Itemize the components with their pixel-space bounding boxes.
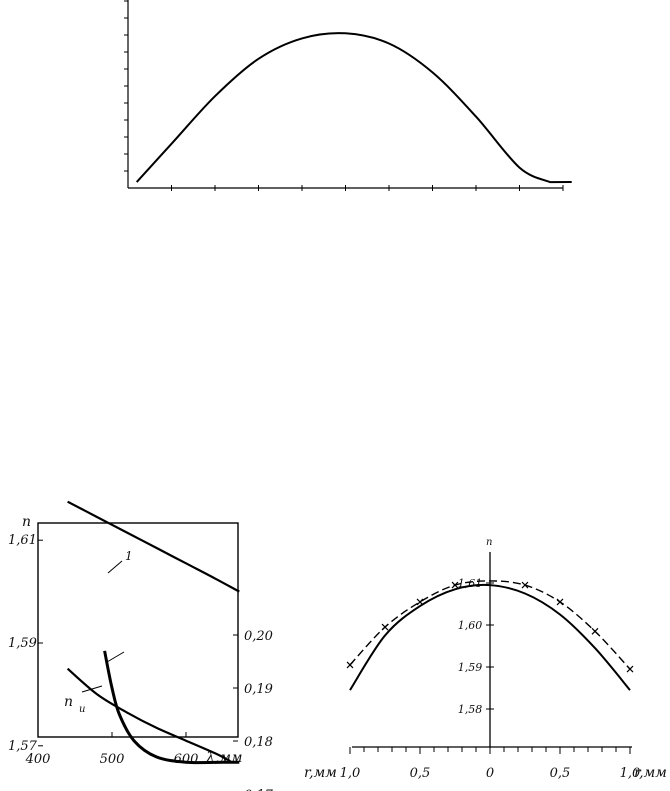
top-chart-x-ticks [171, 185, 564, 191]
dispersion-series-u-line [103, 650, 240, 765]
radial-y-tick-label: 1,60 [458, 619, 483, 632]
radial-profile-chart: n 1,0 0,5 0 0,5 1,0 1,611,601,591,58 r,мм r,… [304, 537, 667, 781]
radial-chart-x-label-left: r,мм [304, 765, 337, 781]
dispersion-x-tick-label: 400 [25, 752, 51, 767]
radial-x-marker [346, 661, 354, 669]
dispersion-y-tick-label-right: 0,18 [244, 735, 273, 750]
dispersion-series-nu-line [66, 667, 231, 763]
radial-chart-y-label: n [486, 537, 492, 548]
dispersion-chart-y-ticks-left: 1,61 1,59 1,57 [8, 533, 43, 754]
dispersion-y-tick-label-right: 0,20 [244, 629, 273, 644]
series-1-leader-line [107, 560, 123, 574]
top-chart-series-line [135, 32, 572, 184]
dispersion-y-tick-label-left: 1,61 [8, 533, 37, 548]
radial-chart-x-label-right: r,мм [634, 765, 667, 781]
radial-series-dashed-line [349, 580, 631, 670]
radial-chart-y-ticks: 1,611,601,591,58 [458, 577, 494, 716]
dispersion-series-1-line [67, 500, 240, 593]
radial-x-marker [381, 623, 389, 631]
radial-x-tick-label: 1,0 [340, 766, 361, 781]
dispersion-chart-frame [37, 522, 239, 738]
dispersion-y-tick-label-right: 0,17 [244, 788, 274, 791]
series-nu-annotation: n [64, 694, 73, 710]
dispersion-x-tick-label: 500 [100, 752, 125, 767]
dispersion-x-tick-label: 600 [174, 752, 199, 767]
radial-x-tick-label: 0,5 [550, 766, 571, 781]
dispersion-y-tick-label-left: 1,57 [8, 739, 38, 754]
series-nu-leader-line [81, 685, 103, 693]
top-chart-y-ticks [124, 0, 128, 172]
radial-y-tick-label: 1,59 [458, 661, 483, 674]
radial-x-marker [626, 665, 634, 673]
radial-chart-x-ticks: 1,0 0,5 0 0,5 1,0 [340, 747, 641, 781]
radial-x-marker [416, 598, 424, 606]
radial-y-tick-label: 1,58 [458, 703, 483, 716]
radial-x-marker [556, 598, 564, 606]
dispersion-chart: n 400 500 600 1,61 1,59 1,57 0,20 0,19 0,18 0,1… [8, 500, 274, 791]
series-u-leader-line [106, 651, 125, 663]
radial-series-solid-line [349, 583, 631, 691]
series-1-annotation: 1 [125, 549, 133, 563]
radial-x-tick-label: 0,5 [410, 766, 431, 781]
radial-x-tick-label: 1,0 [620, 766, 641, 781]
dispersion-chart-y-ticks-right: 0,20 0,19 0,18 0,17 [233, 629, 274, 791]
radial-x-marker [451, 581, 459, 589]
radial-x-tick-label: 0 [486, 766, 494, 781]
radial-x-marker [521, 581, 529, 589]
dispersion-y-tick-label-left: 1,59 [8, 636, 37, 651]
dispersion-chart-y-label: n [22, 514, 31, 530]
radial-x-marker [591, 627, 599, 635]
top-chart [124, 0, 572, 191]
series-nu-subscript: u [79, 704, 85, 715]
dispersion-y-tick-label-right: 0,19 [244, 682, 273, 697]
radial-series-markers [346, 581, 634, 673]
